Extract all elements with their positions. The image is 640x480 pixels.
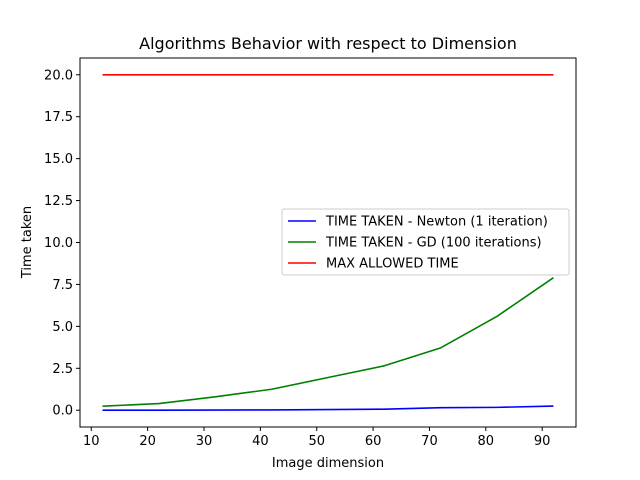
x-axis-title: Image dimension [272,456,384,471]
x-tick-label: 50 [308,434,325,449]
legend-label-1: TIME TAKEN - GD (100 iterations) [325,236,542,251]
x-tick-label: 90 [534,434,551,449]
legend: TIME TAKEN - Newton (1 iteration) TIME TA… [281,208,570,276]
y-tick-label: 15.0 [44,152,73,167]
plot-area: 10 20 30 40 50 60 70 80 90 0.0 2.5 5.0 7.5 10.0 12.5 15… [44,57,577,449]
x-tick-label: 70 [421,434,438,449]
y-tick-label: 12.5 [44,194,73,209]
y-tick-label: 0.0 [52,404,73,419]
legend-box [281,208,570,276]
x-tick-label: 40 [252,434,269,449]
series-line-1 [102,277,554,407]
y-tick-label: 5.0 [52,320,73,335]
x-tick-label: 80 [478,434,495,449]
y-tick-label: 10.0 [44,236,73,251]
x-tick-label: 10 [83,434,100,449]
legend-label-0: TIME TAKEN - Newton (1 iteration) [325,215,548,230]
x-tick-label: 60 [365,434,382,449]
y-tick-label: 17.5 [44,110,73,125]
x-tick-label: 30 [196,434,213,449]
y-tick-label: 7.5 [52,278,73,293]
legend-label-2: MAX ALLOWED TIME [326,257,459,272]
y-axis-title: Time taken [20,206,35,279]
y-tick-label: 20.0 [44,68,73,83]
x-tick-label: 20 [139,434,156,449]
series-line-0 [102,405,554,412]
y-tick-label: 2.5 [52,362,73,377]
chart-title: Algorithms Behavior with respect to Dime… [139,34,517,53]
